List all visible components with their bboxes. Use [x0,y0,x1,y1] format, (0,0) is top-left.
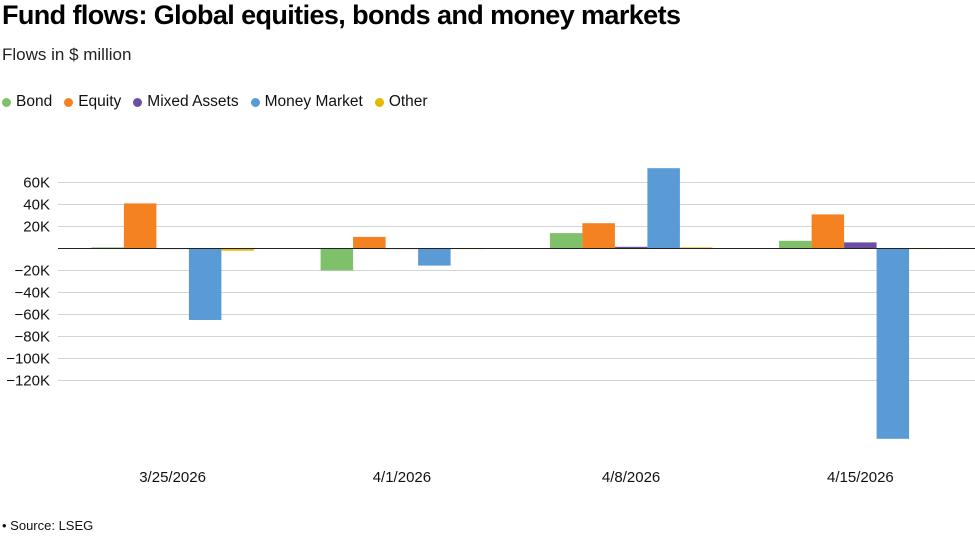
legend-swatch [64,97,74,107]
bar-equity [123,203,157,249]
y-tick-label: −80K [15,329,50,346]
legend-label: Equity [78,93,122,110]
bar-other [221,248,254,251]
bar-bond [320,248,354,271]
legend-item-bond: Bond [2,93,52,111]
y-tick-label: −20K [15,263,50,280]
bar-money-market [188,248,222,320]
chart-title: Fund flows: Global equities, bonds and m… [2,0,681,30]
x-axis-labels: 3/25/2026 4/1/2026 4/8/2026 4/15/2026 [139,469,894,486]
bar-equity [353,236,386,249]
x-category-label: 4/1/2026 [373,469,431,486]
legend-item-other: Other [374,93,428,111]
legend-label: Money Market [264,93,363,110]
legend-item-equity: Equity [64,93,121,111]
bar-equity [582,223,615,249]
legend-swatch [133,97,143,107]
bar-other [679,247,713,249]
y-tick-label: 40K [23,197,50,214]
bar-money-market [876,248,910,439]
x-category-label: 4/15/2026 [827,469,894,486]
bar-mixed-assets [844,242,877,249]
bar-bond [91,247,124,249]
bar-money-market [647,168,680,249]
legend-item-money-market: Money Market [250,93,363,111]
bar-equity [811,214,845,249]
legend-label: Bond [16,93,53,110]
y-tick-label: −40K [15,285,50,302]
legend-label: Other [388,93,428,110]
y-tick-label: 20K [23,219,50,236]
y-tick-label: −60K [15,307,50,324]
y-tick-label: −120K [6,373,50,390]
bar-money-market [418,248,451,266]
legend-label: Mixed Assets [147,93,239,110]
legend-swatch [250,97,260,107]
bar-bond [779,240,812,249]
legend-item-mixed-assets: Mixed Assets [133,93,239,111]
y-tick-label: 60K [23,175,50,192]
bars [91,168,942,439]
bar-bond [549,233,583,249]
x-category-label: 3/25/2026 [139,469,206,486]
chart-subtitle: Flows in $ million [2,45,132,64]
legend-swatch [374,97,384,107]
source-note: • Source: LSEG [2,518,94,533]
y-axis-ticks: 60K 40K 20K −20K −40K −60K −80K −100K −120K [6,175,50,390]
y-tick-label: −100K [6,351,50,368]
chart-legend: Bond Equity Mixed Assets Money Market Other [2,93,440,111]
legend-swatch [2,97,11,107]
bar-mixed-assets [614,246,648,249]
x-category-label: 4/8/2026 [602,469,660,486]
